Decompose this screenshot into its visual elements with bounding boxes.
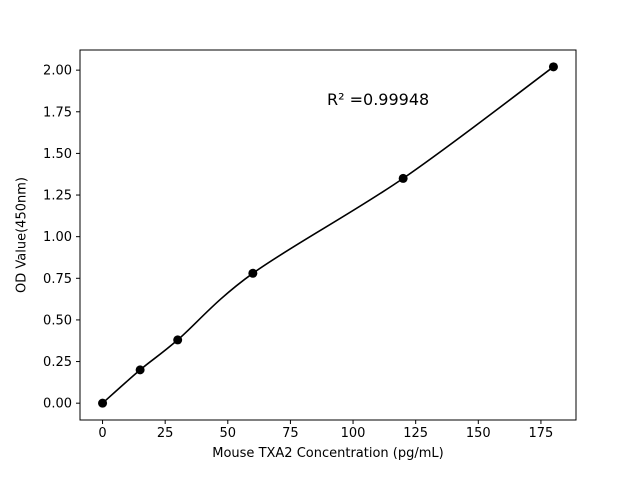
r-squared-annotation: R² =0.99948 <box>327 90 430 109</box>
x-tick-label: 100 <box>341 426 366 441</box>
fit-line <box>101 66 555 404</box>
x-tick-label: 50 <box>220 426 237 441</box>
y-axis-label: OD Value(450nm) <box>14 177 30 293</box>
y-tick-label: 0.25 <box>43 355 72 370</box>
y-tick-label: 0.50 <box>43 313 72 328</box>
x-axis-label: Mouse TXA2 Concentration (pg/mL) <box>212 446 444 461</box>
data-point <box>548 62 558 72</box>
x-tick-label: 125 <box>403 426 428 441</box>
data-point <box>135 365 145 375</box>
y-tick-label: 1.00 <box>43 230 72 245</box>
y-tick-label: 2.00 <box>43 64 72 79</box>
x-tick-label: 0 <box>98 426 106 441</box>
y-tick-label: 0.00 <box>43 397 72 412</box>
y-tick-label: 1.75 <box>43 105 72 120</box>
y-tick-label: 0.75 <box>43 272 72 287</box>
x-tick-label: 150 <box>466 426 491 441</box>
axes-frame <box>79 49 577 421</box>
data-point <box>98 398 108 408</box>
y-tick-label: 1.25 <box>43 189 72 204</box>
data-point <box>248 268 258 278</box>
data-point <box>398 173 408 183</box>
data-point <box>173 335 183 345</box>
x-tick-label: 175 <box>529 426 554 441</box>
y-tick-label: 1.50 <box>43 147 72 162</box>
x-tick-label: 25 <box>157 426 174 441</box>
x-tick-label: 75 <box>282 426 299 441</box>
